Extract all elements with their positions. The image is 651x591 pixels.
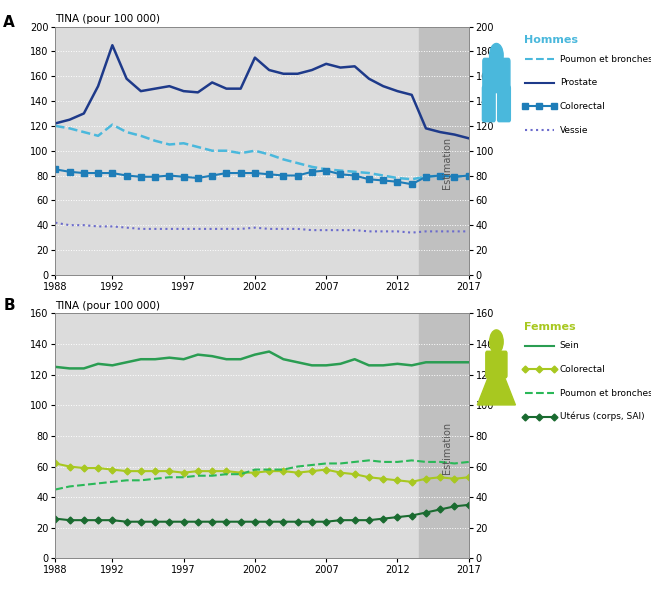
Text: Colorectal: Colorectal	[560, 365, 605, 374]
Text: Poumon et bronches: Poumon et bronches	[560, 388, 651, 398]
FancyBboxPatch shape	[497, 86, 510, 122]
FancyBboxPatch shape	[483, 59, 510, 93]
Text: Poumon et bronches: Poumon et bronches	[560, 54, 651, 64]
Text: A: A	[3, 15, 15, 30]
Text: TINA (pour 100 000): TINA (pour 100 000)	[55, 301, 160, 311]
FancyBboxPatch shape	[486, 351, 507, 378]
Text: TINA (pour 100 000): TINA (pour 100 000)	[55, 14, 160, 24]
Bar	[419, 313, 476, 558]
Text: Estimation: Estimation	[442, 422, 452, 474]
Text: Utérus (corps, SAI): Utérus (corps, SAI)	[560, 412, 644, 421]
Circle shape	[490, 330, 503, 353]
Text: Vessie: Vessie	[560, 125, 589, 135]
Polygon shape	[477, 356, 516, 405]
Text: Hommes: Hommes	[524, 35, 578, 46]
Text: Prostate: Prostate	[560, 78, 597, 87]
Text: B: B	[3, 298, 15, 313]
FancyBboxPatch shape	[482, 86, 495, 122]
Text: Sein: Sein	[560, 341, 579, 350]
Text: Colorectal: Colorectal	[560, 102, 605, 111]
Bar	[419, 27, 476, 275]
Text: Estimation: Estimation	[442, 137, 452, 189]
Text: Femmes: Femmes	[524, 322, 575, 332]
Circle shape	[490, 44, 503, 67]
